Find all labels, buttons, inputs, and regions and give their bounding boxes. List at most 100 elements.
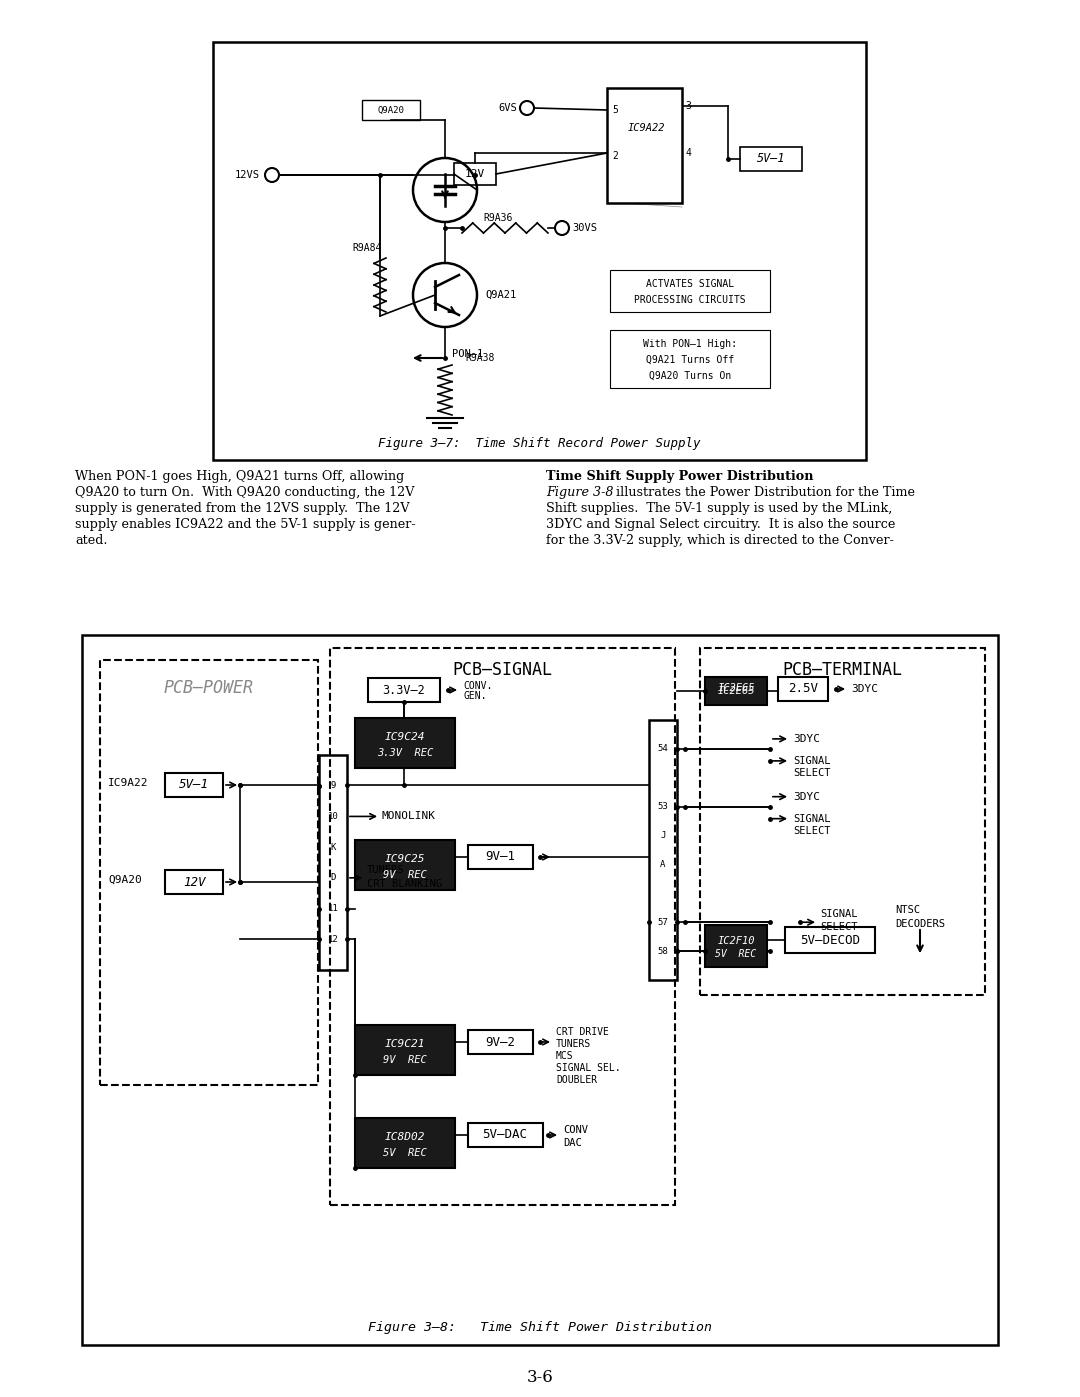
Text: With PON–1 High:: With PON–1 High: bbox=[643, 339, 737, 349]
Text: 12VS: 12VS bbox=[235, 170, 260, 180]
Text: 5V–1: 5V–1 bbox=[179, 778, 210, 792]
Text: 3DYC: 3DYC bbox=[851, 685, 878, 694]
Bar bbox=[740, 147, 802, 170]
Text: J: J bbox=[660, 831, 665, 840]
Text: NTSC: NTSC bbox=[895, 905, 920, 915]
Text: IC8D02: IC8D02 bbox=[384, 1132, 426, 1141]
Text: 5: 5 bbox=[612, 105, 618, 115]
Text: IC2E65: IC2E65 bbox=[717, 686, 755, 696]
Bar bbox=[785, 928, 875, 953]
Text: SIGNAL: SIGNAL bbox=[793, 756, 831, 766]
Text: ated.: ated. bbox=[75, 534, 108, 548]
Text: supply is generated from the 12VS supply.  The 12V: supply is generated from the 12VS supply… bbox=[75, 502, 409, 515]
Text: 57: 57 bbox=[658, 918, 669, 926]
Text: R9A38: R9A38 bbox=[465, 353, 495, 363]
Bar bbox=[100, 659, 318, 1085]
Text: 2: 2 bbox=[612, 151, 618, 161]
Text: SELECT: SELECT bbox=[820, 922, 858, 932]
Text: CRT DRIVE: CRT DRIVE bbox=[556, 1027, 609, 1037]
Bar bbox=[610, 270, 770, 312]
Text: 9V  REC: 9V REC bbox=[383, 870, 427, 880]
Bar bbox=[705, 678, 767, 705]
Text: Q9A20: Q9A20 bbox=[108, 875, 141, 886]
Bar bbox=[355, 1025, 455, 1076]
Text: CONV: CONV bbox=[563, 1125, 588, 1134]
Bar bbox=[355, 840, 455, 890]
Bar bbox=[319, 754, 347, 970]
Text: IC9C24: IC9C24 bbox=[384, 732, 426, 742]
Text: Q9A20 Turns On: Q9A20 Turns On bbox=[649, 372, 731, 381]
Text: ACTVATES SIGNAL: ACTVATES SIGNAL bbox=[646, 279, 734, 289]
Text: 9V  REC: 9V REC bbox=[383, 1055, 427, 1065]
Bar bbox=[454, 163, 496, 184]
Bar bbox=[368, 678, 440, 703]
Text: TUNERS: TUNERS bbox=[556, 1039, 591, 1049]
Text: PCB–POWER: PCB–POWER bbox=[164, 679, 254, 697]
Bar bbox=[468, 845, 534, 869]
Text: 3-6: 3-6 bbox=[527, 1369, 553, 1386]
Text: 2.5V: 2.5V bbox=[788, 683, 818, 696]
Bar bbox=[468, 1123, 543, 1147]
Text: R9A36: R9A36 bbox=[484, 212, 513, 224]
Text: Figure 3-8: Figure 3-8 bbox=[546, 486, 613, 499]
Text: 12V: 12V bbox=[464, 169, 485, 179]
Text: SIGNAL: SIGNAL bbox=[793, 813, 831, 824]
Text: CONV.: CONV. bbox=[463, 680, 492, 692]
Bar bbox=[778, 678, 828, 701]
Text: 11: 11 bbox=[327, 904, 338, 914]
Text: PON–1: PON–1 bbox=[453, 349, 483, 359]
Text: IC2F10: IC2F10 bbox=[717, 936, 755, 946]
Bar bbox=[213, 42, 866, 460]
Text: 3DYC: 3DYC bbox=[793, 792, 820, 802]
Text: DAC: DAC bbox=[563, 1139, 582, 1148]
Text: SELECT: SELECT bbox=[793, 826, 831, 835]
Text: 3: 3 bbox=[685, 101, 691, 110]
Text: MCS: MCS bbox=[556, 1051, 573, 1060]
Text: DECODERS: DECODERS bbox=[895, 919, 945, 929]
Text: for the 3.3V-2 supply, which is directed to the Conver-: for the 3.3V-2 supply, which is directed… bbox=[546, 534, 894, 548]
Text: 3DYC and Signal Select circuitry.  It is also the source: 3DYC and Signal Select circuitry. It is … bbox=[546, 518, 895, 531]
Text: TUNERS: TUNERS bbox=[367, 865, 405, 875]
Bar bbox=[355, 718, 455, 768]
Bar bbox=[468, 1030, 534, 1053]
Text: 4: 4 bbox=[685, 148, 691, 158]
Bar bbox=[610, 330, 770, 388]
Bar bbox=[82, 636, 998, 1345]
Text: Q9A20 to turn On.  With Q9A20 conducting, the 12V: Q9A20 to turn On. With Q9A20 conducting,… bbox=[75, 486, 415, 499]
Text: illustrates the Power Distribution for the Time: illustrates the Power Distribution for t… bbox=[612, 486, 915, 499]
Text: 5V  REC: 5V REC bbox=[715, 950, 757, 960]
Text: 5V  REC: 5V REC bbox=[383, 1148, 427, 1158]
Text: 12V: 12V bbox=[183, 876, 205, 888]
Text: 53: 53 bbox=[658, 802, 669, 812]
Text: Q9A20: Q9A20 bbox=[378, 106, 404, 115]
Bar bbox=[649, 719, 677, 981]
Bar bbox=[355, 1118, 455, 1168]
Text: 5V–DAC: 5V–DAC bbox=[483, 1129, 527, 1141]
Text: 10: 10 bbox=[327, 812, 338, 821]
Text: SELECT: SELECT bbox=[793, 768, 831, 778]
Text: 9: 9 bbox=[330, 781, 336, 791]
Text: Q9A21: Q9A21 bbox=[485, 291, 516, 300]
Text: 54: 54 bbox=[658, 745, 669, 753]
Text: IC9A22: IC9A22 bbox=[108, 778, 149, 788]
Text: IC9C25: IC9C25 bbox=[384, 854, 426, 863]
Bar bbox=[362, 101, 420, 120]
Text: PCB–TERMINAL: PCB–TERMINAL bbox=[783, 661, 903, 679]
Text: 9V–1: 9V–1 bbox=[485, 851, 515, 863]
Text: supply enables IC9A22 and the 5V-1 supply is gener-: supply enables IC9A22 and the 5V-1 suppl… bbox=[75, 518, 416, 531]
Text: 9V–2: 9V–2 bbox=[485, 1035, 515, 1049]
Text: Figure 3–8:   Time Shift Power Distribution: Figure 3–8: Time Shift Power Distributio… bbox=[368, 1320, 712, 1334]
Text: 58: 58 bbox=[658, 947, 669, 956]
Bar bbox=[165, 870, 222, 894]
Text: R9A84: R9A84 bbox=[352, 243, 381, 253]
Text: 3DYC: 3DYC bbox=[793, 733, 820, 743]
Bar bbox=[705, 925, 767, 967]
Text: Time Shift Supply Power Distribution: Time Shift Supply Power Distribution bbox=[546, 469, 813, 483]
Text: IC9A22: IC9A22 bbox=[627, 123, 665, 133]
Bar bbox=[330, 648, 675, 1206]
Text: Shift supplies.  The 5V-1 supply is used by the MLink,: Shift supplies. The 5V-1 supply is used … bbox=[546, 502, 892, 515]
Text: CRT BLANKING: CRT BLANKING bbox=[367, 879, 442, 888]
Text: 12: 12 bbox=[327, 935, 338, 944]
Text: PROCESSING CIRCUITS: PROCESSING CIRCUITS bbox=[634, 295, 746, 305]
Text: D: D bbox=[330, 873, 336, 883]
